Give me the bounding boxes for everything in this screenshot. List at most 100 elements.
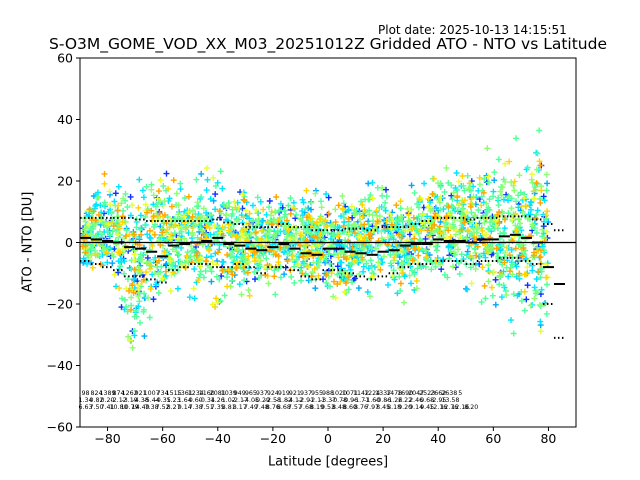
bin-mean-label: -1.71 [353,397,369,404]
bin-mean-label: -2.58 [265,397,281,404]
x-tick-label: −20 [260,431,286,446]
chart-title: S-O3M_GOME_VOD_XX_M03_20251012Z Gridded … [48,35,607,53]
bin-count-label: 988 [322,390,334,397]
bin-count-label: 1262 [122,390,138,397]
bin-count-label: 921 [135,390,147,397]
bin-mean-label: -2.11 [309,397,325,404]
bin-count-label: 1690 [397,390,413,397]
bin-sigma-label: 7.51 [200,404,214,411]
bin-count-label: 1361 [177,390,193,397]
bin-count-label: 98 [82,390,90,397]
bin-count-label: 937 [256,390,268,397]
bin-sigma-label: 9.20 [398,404,412,411]
bin-mean-label: -5.44 [143,397,159,404]
bin-mean-label: 2.46 [409,397,423,404]
bin-mean-label: 1.26 [211,397,225,404]
x-tick-label: −40 [205,431,231,446]
scatter-series-6 [83,158,551,311]
bin-statistics: 98 82413898741262921100773415151361123411… [78,390,478,411]
bin-mean-label: -4.38 [132,397,148,404]
bin-sigma-label: 7.57 [288,404,302,411]
y-tick-label: 60 [57,51,73,66]
bin-mean-label: -13.58 [439,397,459,404]
scatter-points [79,127,552,351]
bin-sigma-label: 14.49 [132,404,150,411]
bin-count-label: 1142 [353,390,369,397]
bin-sigma-label: 12.16 [429,404,447,411]
bin-count-label: 2523 [419,390,435,397]
x-tick-label: 60 [485,431,501,446]
bin-sigma-label: 10.80 [110,404,128,411]
bin-mean-label: -2.17 [232,397,248,404]
bin-sigma-label: 8.81 [222,404,236,411]
bin-mean-label: 0.60 [189,397,203,404]
bin-count-label: 2662 [430,390,446,397]
bin-sigma-label: 8.18 [387,404,401,411]
y-tick-label: −60 [47,420,73,435]
bin-mean-label: -1.26 [386,397,402,404]
bin-mean-label: -0.29 [254,397,270,404]
bin-sigma-label: 7.49 [244,404,258,411]
bin-sigma-label: 7.68 [299,404,313,411]
bin-mean-label: -4.12 [287,397,303,404]
bin-sigma-label: 8.60 [343,404,357,411]
bin-mean-label: -4.05 [243,397,259,404]
bin-count-label: 874 [113,390,125,397]
bin-mean-label: 1.34 [78,397,92,404]
bin-count-label: 1039 [221,390,237,397]
bin-mean-label: -0.34 [199,397,215,404]
bin-count-label: 5 [458,390,462,397]
bin-sigma-label: 7.50 [90,404,104,411]
bin-mean-label: -2.95 [430,397,446,404]
y-tick-label: 40 [57,112,73,127]
y-tick-label: 0 [65,235,73,250]
bin-sigma-label: 8.17 [233,404,247,411]
y-tick-label: −40 [47,358,73,373]
bin-sigma-label: 8.68 [277,404,291,411]
bin-count-label: 824 [91,390,103,397]
bin-count-label: 1071 [342,390,358,397]
bin-sigma-label: 7.52 [156,404,170,411]
bin-count-label: 2047 [408,390,424,397]
bin-sigma-label: 8.19 [310,404,324,411]
bin-mean-label: -0.35 [155,397,171,404]
bin-mean-label: 0.20 [101,397,115,404]
bin-count-label: 965 [245,390,257,397]
bin-count-label: 2638 [441,390,457,397]
bin-count-label: 1224 [364,390,380,397]
bin-sigma-label: 8.48 [332,404,346,411]
bin-count-label: 921 [289,390,301,397]
bin-sigma-label: 12.76 [440,404,458,411]
y-tick-label: 20 [57,174,73,189]
bin-sigma-label: 9.14 [409,404,423,411]
bin-count-label: 1478 [386,390,402,397]
bin-mean-label: -2.91 [298,397,314,404]
bin-sigma-label: 8.45 [376,404,390,411]
x-tick-label: −80 [94,431,120,446]
bin-sigma-label: 9.45 [420,404,434,411]
bin-sigma-label: 9.14 [178,404,192,411]
x-axis-label: Latitude [degrees] [267,454,389,470]
bin-count-label: 924 [267,390,279,397]
bin-count-label: 919 [278,390,290,397]
bin-count-label: 1515 [166,390,182,397]
bin-sigma-label: 8.76 [354,404,368,411]
bin-sigma-label: 8.20 [464,404,478,411]
bin-sigma-label: 7.35 [211,404,225,411]
bin-mean-label: -0.78 [331,397,347,404]
x-tick-label: 0 [324,431,332,446]
x-tick-label: 40 [430,431,446,446]
bin-count-label: 1160 [199,390,215,397]
bin-count-label: 937 [300,390,312,397]
bin-mean-label: 1.64 [178,397,192,404]
bin-mean-label: 0.82 [90,397,104,404]
bin-mean-label: -0.86 [375,397,391,404]
bin-sigma-label: 8.27 [167,404,181,411]
bin-count-label: 1234 [188,390,204,397]
bin-mean-label: 1.02 [222,397,236,404]
bin-mean-label: -1.82 [276,397,292,404]
bin-mean-label: 1.23 [167,397,181,404]
bin-sigma-label: 7.41 [101,404,115,411]
bin-sigma-label: 7.38 [189,404,203,411]
